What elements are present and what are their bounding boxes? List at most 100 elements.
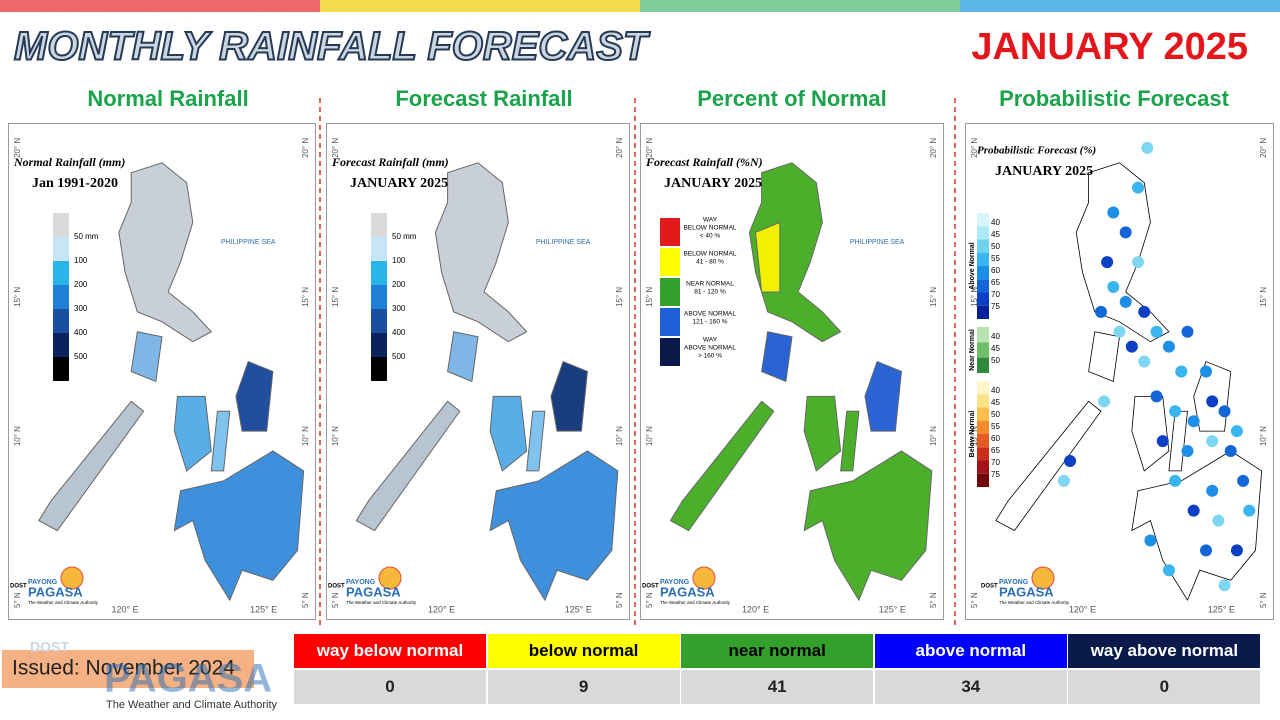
station-dot: [1162, 564, 1175, 577]
map-title: Probabilistic Forecast (%): [977, 145, 1096, 157]
station-dot: [1218, 579, 1231, 592]
station-dot: [1218, 405, 1231, 418]
summary-table: way below normal 0 below normal 9 near norma…: [294, 634, 1262, 704]
issued-box: [2, 650, 254, 688]
station-dot: [1169, 474, 1182, 487]
legend-label: 70: [991, 290, 1000, 299]
island: [669, 400, 775, 532]
legend-swatch: [53, 261, 69, 285]
table-cell: 9: [487, 670, 680, 704]
table-header: above normal: [874, 634, 1067, 668]
legend-swatch: [977, 252, 989, 266]
station-dot: [1181, 445, 1194, 458]
legend-label: 40: [991, 386, 1000, 395]
title: MONTHLY RAINFALL FORECAST: [14, 25, 651, 69]
legend-swatch: [53, 333, 69, 357]
legend-label: 300: [392, 304, 406, 313]
legend-group: Near Normal: [969, 329, 976, 371]
lat-label: 10° N: [331, 426, 340, 446]
lat-label: 10° N: [970, 426, 979, 446]
legend-label: ABOVE NORMAL: [684, 345, 736, 352]
station-dot: [1181, 325, 1194, 338]
legend-label: > 160 %: [698, 353, 722, 360]
island: [118, 162, 213, 343]
table-header: way above normal: [1068, 634, 1261, 668]
station-dot: [1187, 415, 1200, 428]
island: [864, 360, 902, 432]
station-dot: [1101, 256, 1114, 269]
map-panel: 20° N 20° N 15° N 15° N 10° N 10° N 5° N 5° N 12…: [640, 123, 944, 620]
island: [489, 395, 528, 472]
station-dot: [1125, 340, 1138, 353]
station-dot: [1107, 206, 1120, 219]
island: [235, 360, 274, 432]
legend-swatch: [660, 248, 680, 276]
legend-label: 41 - 80 %: [696, 259, 724, 266]
legend-label: 200: [74, 280, 88, 289]
station-dot: [1200, 544, 1213, 557]
legend-label: 45: [991, 230, 1000, 239]
station-dot: [1156, 435, 1169, 448]
issued: Issued: November 2024: [12, 657, 235, 680]
logo-umbrella: [378, 566, 402, 590]
legend-label: 500: [74, 352, 88, 361]
logo-agency: DOST: [10, 584, 27, 590]
legend-label: 65: [991, 446, 1000, 455]
station-dot: [1098, 395, 1111, 408]
footer-tagline: The Weather and Climate Authority: [106, 699, 277, 711]
map-subtitle: JANUARY 2025: [995, 164, 1093, 179]
lat-label: 15° N: [331, 287, 340, 307]
lat-label: 5° N: [645, 592, 654, 608]
station-dot: [1162, 340, 1175, 353]
map-panel: 20° N 20° N 15° N 15° N 10° N 10° N 5° N 5° N 12…: [8, 123, 316, 620]
legend-label: < 40 %: [700, 233, 721, 240]
legend-swatch: [977, 447, 989, 461]
logo-tagline: The Weather and Climate Authority: [28, 600, 99, 605]
bar-green: [640, 0, 960, 12]
legend-swatch: [977, 473, 989, 487]
lon-label: 120° E: [742, 604, 769, 614]
legend-swatch: [53, 285, 69, 309]
logo-top: PAYONG: [346, 579, 376, 586]
legend-swatch: [660, 338, 680, 366]
legend-label: 400: [392, 328, 406, 337]
lat-label: 15° N: [929, 287, 938, 307]
station-dot: [1119, 226, 1132, 239]
station-dot: [1141, 141, 1154, 154]
lon-label: 125° E: [879, 604, 906, 614]
panel-heading: Probabilistic Forecast: [999, 86, 1229, 111]
lat-label: 5° N: [929, 592, 938, 608]
lat-label: 15° N: [13, 287, 22, 307]
island: [550, 360, 588, 432]
island: [489, 450, 619, 602]
logo-brand: PAGASA: [999, 584, 1054, 599]
sea-label: PHILIPPINE SEA: [221, 239, 276, 246]
legend-label: 65: [991, 278, 1000, 287]
panel-heading: Normal Rainfall: [87, 86, 249, 111]
lon-label: 125° E: [565, 604, 592, 614]
station-dot: [1138, 305, 1151, 318]
logo-brand: PAGASA: [28, 584, 83, 599]
lat-label: 20° N: [970, 138, 979, 158]
legend-swatch: [977, 226, 989, 240]
legend-label: 50: [991, 356, 1000, 365]
logo-agency: DOST: [642, 584, 659, 590]
lat-label: 10° N: [301, 426, 310, 446]
map-subtitle: JANUARY 2025: [664, 176, 762, 191]
lat-label: 15° N: [1259, 287, 1268, 307]
legend-swatch: [977, 407, 989, 421]
island: [355, 400, 461, 532]
legend-swatch: [977, 381, 989, 395]
table-cell: 41: [681, 670, 874, 704]
legend-label: 55: [991, 422, 1000, 431]
legend-swatch: [53, 213, 69, 237]
logo-umbrella: [1031, 566, 1055, 590]
station-dot: [1119, 295, 1132, 308]
station-dot: [1113, 325, 1126, 338]
lat-label: 10° N: [929, 426, 938, 446]
map-title: Forecast Rainfall (mm): [331, 155, 449, 169]
legend-swatch: [53, 357, 69, 381]
island: [447, 331, 479, 383]
lat-label: 10° N: [645, 426, 654, 446]
island: [748, 162, 842, 343]
